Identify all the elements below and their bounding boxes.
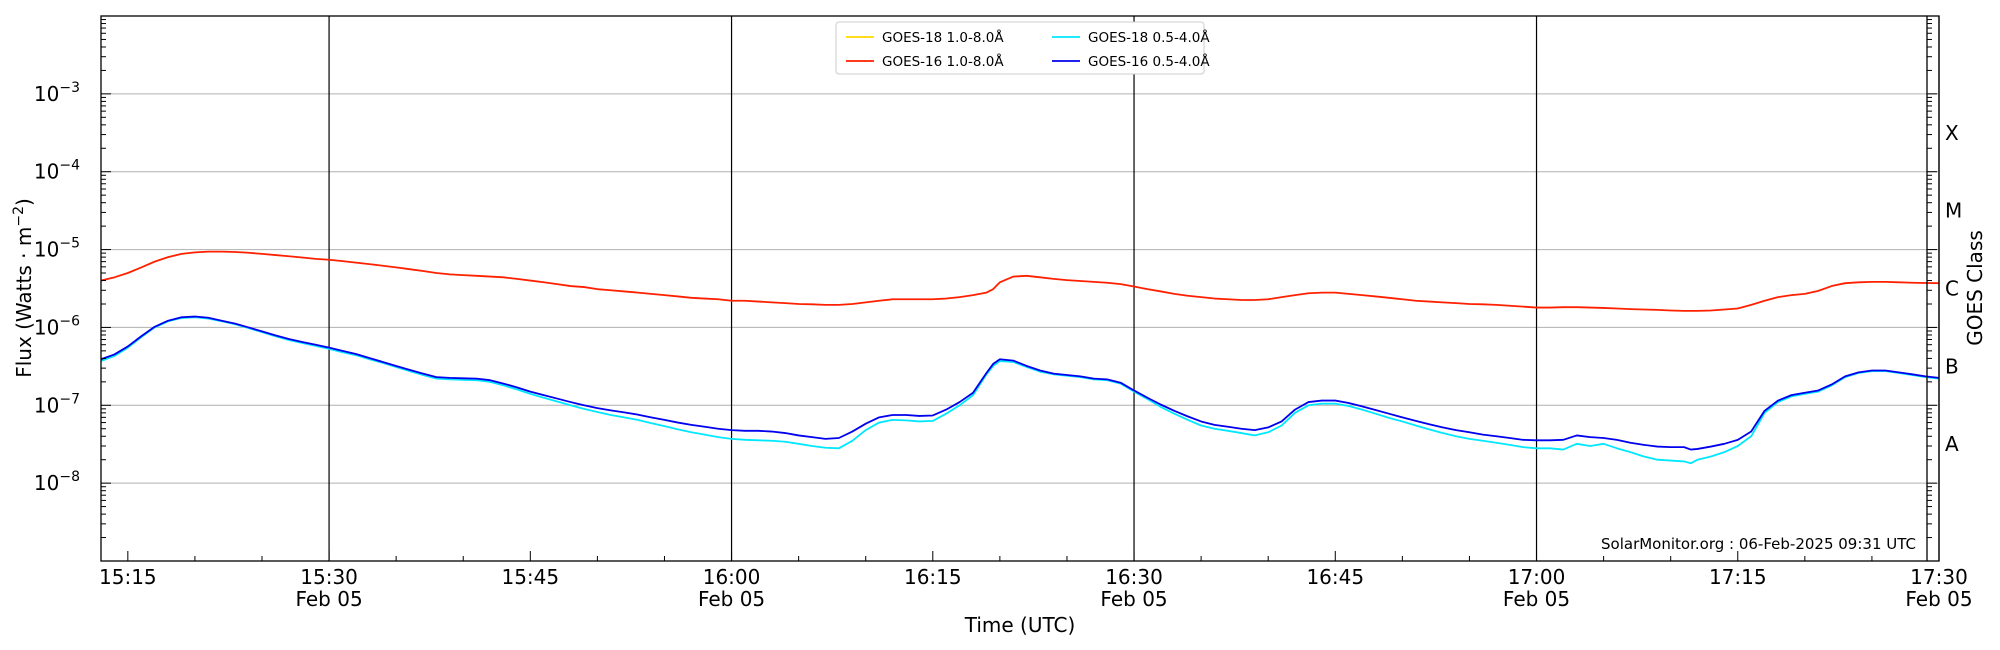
series-layer <box>100 250 1940 465</box>
x-tick-time-label: 16:15 <box>904 565 962 589</box>
x-tick-date-label: Feb 05 <box>698 587 765 611</box>
y-tick-label: 10−3 <box>34 80 80 106</box>
goes-class-label: M <box>1945 199 1962 223</box>
x-tick-time-label: 15:30 <box>300 565 358 589</box>
series-line <box>100 315 1940 451</box>
goes-class-label: B <box>1945 354 1959 378</box>
plot-frame <box>100 15 1940 562</box>
x-tick-date-label: Feb 05 <box>1100 587 1167 611</box>
goes-class-label: A <box>1945 432 1959 456</box>
credit-text: SolarMonitor.org : 06-Feb-2025 09:31 UTC <box>1601 535 1916 553</box>
y-tick-label: 10−8 <box>34 469 80 495</box>
x-axis-title: Time (UTC) <box>964 613 1076 637</box>
legend-label: GOES-16 1.0-8.0Å <box>882 53 1004 70</box>
legend-label: GOES-18 1.0-8.0Å <box>882 29 1004 46</box>
tick-layer <box>101 19 1940 562</box>
legend-box <box>835 21 1205 75</box>
goes-class-label: X <box>1945 121 1959 145</box>
series-line <box>100 316 1940 465</box>
x-tick-date-label: Feb 05 <box>1905 587 1972 611</box>
goes-class-labels: A B C M X <box>1945 121 1962 456</box>
y-tick-label: 10−4 <box>34 158 80 184</box>
grid-layer <box>101 93 1939 484</box>
x-tick-date-label: Feb 05 <box>295 587 362 611</box>
y-axis-title: Flux (Watts · m−2) <box>11 198 36 378</box>
goes-class-label: C <box>1945 277 1959 301</box>
y-tick-labels: 10−8 10−7 10−6 10−5 10−4 10−3 <box>34 80 80 495</box>
x-tick-date-label: Feb 05 <box>1503 587 1570 611</box>
x-tick-time-label: 16:45 <box>1306 565 1364 589</box>
goes-class-axis-title: GOES Class <box>1963 230 1987 346</box>
y-tick-label: 10−5 <box>34 236 80 262</box>
x-tick-time-label: 17:15 <box>1709 565 1767 589</box>
legend-label: GOES-16 0.5-4.0Å <box>1088 53 1210 70</box>
x-tick-time-label: 17:00 <box>1508 565 1566 589</box>
series-line <box>100 250 1940 312</box>
x-tick-time-label: 17:30 <box>1910 565 1968 589</box>
y-tick-label: 10−7 <box>34 391 80 417</box>
legend: GOES-18 1.0-8.0Å GOES-16 1.0-8.0Å GOES-18 … <box>835 21 1210 75</box>
y-tick-label: 10−6 <box>34 313 80 339</box>
x-tick-time-label: 15:45 <box>501 565 559 589</box>
x-tick-time-label: 16:00 <box>703 565 761 589</box>
legend-label: GOES-18 0.5-4.0Å <box>1088 29 1210 46</box>
x-tick-time-label: 16:30 <box>1105 565 1163 589</box>
x-tick-time-label: 15:15 <box>99 565 157 589</box>
